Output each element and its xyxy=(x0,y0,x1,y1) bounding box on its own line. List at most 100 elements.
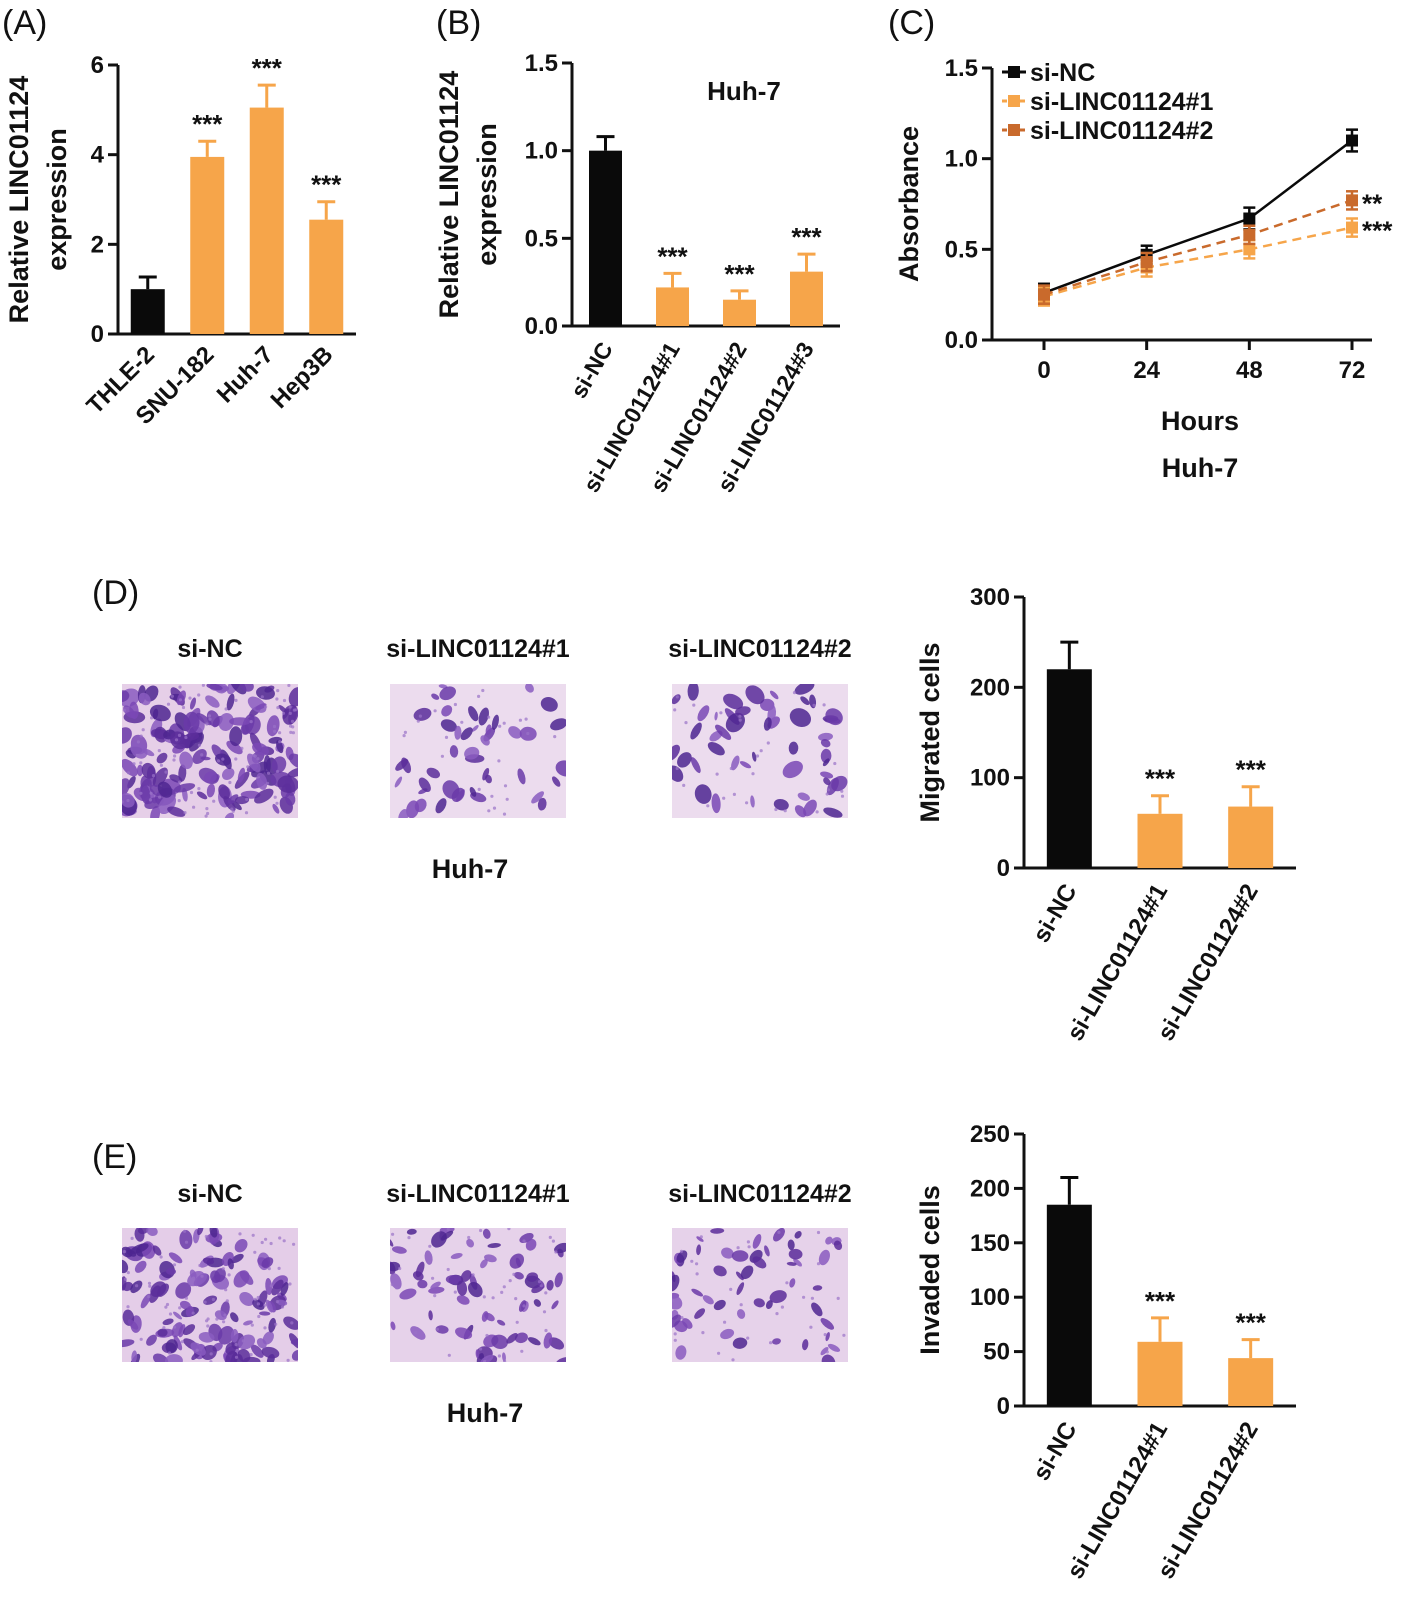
stained-cell xyxy=(187,1270,205,1287)
pore-dot xyxy=(675,766,679,771)
stained-cell xyxy=(789,1278,796,1288)
stained-cell xyxy=(677,752,692,768)
pore-dot xyxy=(497,759,501,763)
pore-dot xyxy=(815,810,819,814)
stained-cell xyxy=(170,731,188,750)
pore-dot xyxy=(672,1299,675,1303)
stained-cell xyxy=(288,687,298,707)
stained-cell xyxy=(435,798,447,814)
pore-dot xyxy=(147,1281,152,1285)
y-axis-label: Absorbance xyxy=(894,126,924,282)
stained-cell xyxy=(440,719,457,732)
pore-dot xyxy=(263,1326,267,1330)
stained-cell xyxy=(234,1239,248,1253)
pore-dot xyxy=(122,1250,127,1254)
stained-cell xyxy=(745,685,765,705)
stained-cell xyxy=(823,807,843,818)
pore-dot xyxy=(122,708,126,712)
stained-cell xyxy=(196,791,208,800)
stained-cell xyxy=(794,1231,802,1239)
stained-cell xyxy=(772,1338,781,1345)
pore-dot xyxy=(266,781,270,785)
stained-cell xyxy=(394,776,403,788)
pore-dot xyxy=(166,702,171,706)
stained-cell xyxy=(803,799,817,817)
stained-cell xyxy=(137,1228,149,1235)
pore-dot xyxy=(692,703,696,707)
pore-dot xyxy=(244,811,249,815)
stained-cell xyxy=(214,1268,226,1283)
stained-cell xyxy=(482,1228,491,1239)
stained-cell xyxy=(694,784,712,804)
stained-cell xyxy=(183,711,200,734)
pore-dot xyxy=(553,735,557,739)
stained-cell xyxy=(122,778,130,798)
pore-dot xyxy=(491,1296,495,1300)
panel-e-image-label-0: si-NC xyxy=(177,1180,242,1208)
y-tick-label: 2 xyxy=(91,231,104,258)
stained-cell xyxy=(122,690,130,702)
pore-dot xyxy=(816,1262,821,1266)
pore-dot xyxy=(526,731,530,736)
y-tick-label: 0 xyxy=(997,855,1010,882)
pore-dot xyxy=(252,753,256,757)
stained-cell xyxy=(825,1236,833,1245)
stained-cell xyxy=(150,806,161,818)
stained-cell xyxy=(173,1335,183,1351)
stained-cell xyxy=(256,1338,267,1349)
pore-dot xyxy=(723,1320,727,1324)
stained-cell xyxy=(152,1353,169,1362)
pore-dot xyxy=(216,759,221,763)
pore-dot xyxy=(204,1234,208,1239)
stained-cell xyxy=(789,708,812,728)
pore-dot xyxy=(126,771,131,775)
pore-dot xyxy=(282,698,287,703)
pore-dot xyxy=(785,1281,789,1285)
pore-dot xyxy=(263,1303,267,1307)
pore-dot xyxy=(139,1337,143,1341)
legend-label: si-LINC01124#1 xyxy=(1030,88,1214,116)
stained-cell xyxy=(164,1354,183,1362)
y-tick-label: 50 xyxy=(983,1339,1010,1366)
stained-cell xyxy=(696,1244,702,1256)
data-point xyxy=(1346,221,1358,234)
stained-cell xyxy=(825,708,843,726)
stained-cell xyxy=(800,696,810,706)
stained-cell xyxy=(229,726,243,747)
pore-dot xyxy=(211,1297,215,1302)
significance-label: *** xyxy=(1145,1286,1176,1316)
y-tick-label: 200 xyxy=(970,674,1010,701)
y-tick-label: 1.0 xyxy=(945,146,978,173)
stained-cell xyxy=(451,787,465,802)
stained-cell xyxy=(736,1282,745,1295)
pore-dot xyxy=(249,720,253,724)
stained-cell xyxy=(197,1228,204,1236)
stained-cell xyxy=(751,751,757,762)
pore-dot xyxy=(173,754,177,758)
stained-cell xyxy=(288,753,298,769)
stained-cell xyxy=(218,784,230,800)
stained-cell xyxy=(230,684,247,695)
stained-cell xyxy=(414,798,427,813)
stained-cell xyxy=(740,1265,754,1280)
pore-dot xyxy=(398,1266,402,1271)
pore-dot xyxy=(282,1239,286,1243)
stained-cell xyxy=(162,1318,174,1326)
pore-dot xyxy=(181,705,186,710)
stained-cell xyxy=(390,1261,401,1272)
stained-cell xyxy=(487,1243,501,1248)
stained-cell xyxy=(439,686,456,701)
stained-cell xyxy=(122,1339,135,1348)
pore-dot xyxy=(747,1245,751,1249)
stained-cell xyxy=(413,707,432,721)
stained-cell xyxy=(478,707,489,726)
stained-cell xyxy=(122,727,132,744)
stained-cell xyxy=(833,1240,843,1251)
stained-cells-e-1 xyxy=(390,1228,566,1362)
pore-dot xyxy=(810,1296,815,1300)
stained-cell xyxy=(261,1346,280,1359)
bar-si-nc xyxy=(1046,669,1092,868)
pore-dot xyxy=(402,734,406,738)
x-tick-label: 72 xyxy=(1339,357,1366,384)
pore-dot xyxy=(291,731,295,735)
